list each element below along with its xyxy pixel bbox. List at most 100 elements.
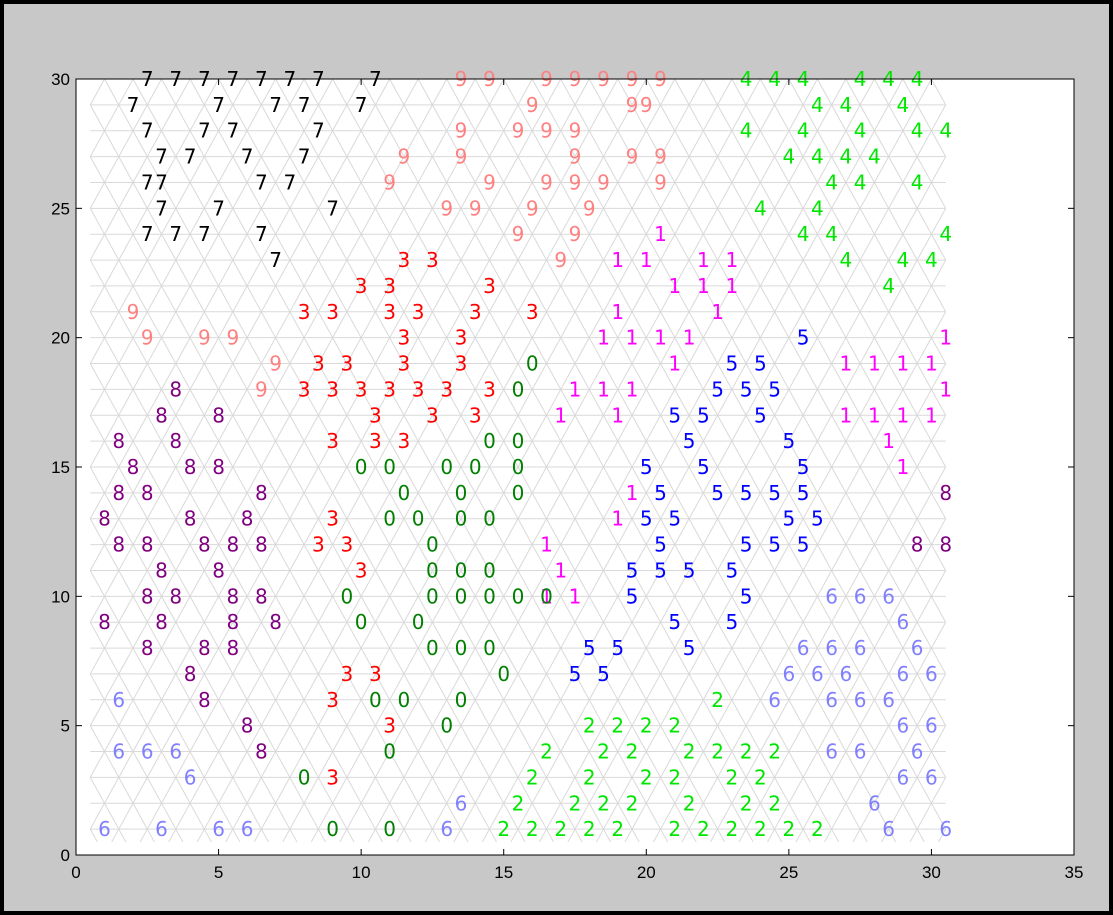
digit-marker-3: 3 bbox=[483, 377, 496, 401]
digit-marker-4: 4 bbox=[840, 145, 853, 169]
digit-marker-5: 5 bbox=[683, 429, 696, 453]
digit-marker-8: 8 bbox=[169, 584, 182, 608]
digit-marker-2: 2 bbox=[782, 817, 795, 841]
digit-marker-1: 1 bbox=[668, 352, 681, 376]
grid-line bbox=[161, 78, 583, 843]
grid-line bbox=[89, 78, 505, 830]
digit-marker-5: 5 bbox=[654, 481, 667, 505]
digit-marker-2: 2 bbox=[640, 714, 653, 738]
digit-marker-7: 7 bbox=[198, 119, 211, 143]
digit-marker-7: 7 bbox=[212, 93, 225, 117]
grid-line bbox=[852, 673, 947, 843]
digit-marker-8: 8 bbox=[226, 533, 239, 557]
grid-line bbox=[310, 78, 733, 843]
digit-marker-0: 0 bbox=[412, 610, 425, 634]
digit-marker-6: 6 bbox=[825, 584, 838, 608]
digit-marker-5: 5 bbox=[626, 584, 639, 608]
grid-line bbox=[367, 78, 790, 843]
digit-marker-8: 8 bbox=[155, 610, 168, 634]
x-tick-label: 5 bbox=[214, 863, 223, 882]
digit-marker-7: 7 bbox=[155, 145, 168, 169]
grid-line bbox=[339, 78, 761, 843]
digit-marker-9: 9 bbox=[626, 93, 639, 117]
digit-marker-7: 7 bbox=[155, 170, 168, 194]
digit-marker-5: 5 bbox=[725, 610, 738, 634]
digit-marker-9: 9 bbox=[554, 248, 567, 272]
grid-line bbox=[759, 78, 947, 416]
digit-marker-2: 2 bbox=[611, 714, 624, 738]
digit-marker-9: 9 bbox=[540, 119, 553, 143]
digit-marker-3: 3 bbox=[412, 377, 425, 401]
digit-marker-6: 6 bbox=[882, 688, 895, 712]
grid-line bbox=[674, 78, 947, 571]
digit-marker-8: 8 bbox=[184, 507, 197, 531]
digit-marker-2: 2 bbox=[526, 765, 539, 789]
digit-marker-7: 7 bbox=[298, 93, 311, 117]
digit-marker-1: 1 bbox=[626, 377, 639, 401]
digit-marker-8: 8 bbox=[269, 610, 282, 634]
digit-marker-1: 1 bbox=[569, 584, 582, 608]
digit-marker-0: 0 bbox=[512, 377, 525, 401]
digit-marker-0: 0 bbox=[540, 584, 553, 608]
digit-marker-6: 6 bbox=[440, 817, 453, 841]
digit-marker-7: 7 bbox=[298, 145, 311, 169]
grid-line bbox=[767, 518, 947, 843]
grid-line bbox=[595, 208, 947, 843]
digit-marker-3: 3 bbox=[341, 533, 354, 557]
grid-line bbox=[424, 78, 847, 843]
digit-marker-5: 5 bbox=[626, 558, 639, 582]
digit-marker-3: 3 bbox=[298, 377, 311, 401]
digit-marker-5: 5 bbox=[797, 481, 810, 505]
digit-marker-2: 2 bbox=[740, 791, 753, 815]
grid-line bbox=[681, 363, 947, 843]
grid-line bbox=[453, 78, 875, 843]
digit-marker-2: 2 bbox=[540, 740, 553, 764]
digit-marker-4: 4 bbox=[868, 145, 881, 169]
digit-marker-3: 3 bbox=[369, 403, 382, 427]
digit-marker-9: 9 bbox=[583, 196, 596, 220]
digit-marker-2: 2 bbox=[668, 765, 681, 789]
digit-marker-3: 3 bbox=[326, 429, 339, 453]
digit-marker-6: 6 bbox=[184, 765, 197, 789]
digit-marker-9: 9 bbox=[440, 196, 453, 220]
digit-marker-2: 2 bbox=[697, 817, 710, 841]
digit-marker-8: 8 bbox=[141, 533, 154, 557]
digit-marker-3: 3 bbox=[326, 300, 339, 324]
digit-marker-5: 5 bbox=[597, 662, 610, 686]
digit-marker-6: 6 bbox=[768, 688, 781, 712]
digit-marker-3: 3 bbox=[312, 352, 325, 376]
x-tick-label: 20 bbox=[637, 863, 656, 882]
grid-line bbox=[89, 725, 155, 843]
digit-marker-2: 2 bbox=[725, 765, 738, 789]
digit-marker-7: 7 bbox=[141, 170, 154, 194]
digit-marker-0: 0 bbox=[455, 558, 468, 582]
digit-marker-8: 8 bbox=[226, 610, 239, 634]
digit-marker-6: 6 bbox=[868, 791, 881, 815]
digit-marker-9: 9 bbox=[640, 93, 653, 117]
digit-marker-4: 4 bbox=[797, 119, 810, 143]
digit-marker-7: 7 bbox=[226, 119, 239, 143]
digit-marker-7: 7 bbox=[198, 222, 211, 246]
y-tick-label: 30 bbox=[51, 70, 70, 89]
digit-marker-9: 9 bbox=[226, 326, 239, 350]
grid-line bbox=[930, 78, 947, 106]
grid-line bbox=[624, 259, 947, 843]
digit-marker-2: 2 bbox=[754, 817, 767, 841]
digit-marker-7: 7 bbox=[269, 93, 282, 117]
digit-marker-6: 6 bbox=[825, 636, 838, 660]
grid-line bbox=[246, 78, 669, 843]
grid-line bbox=[89, 363, 355, 843]
digit-marker-2: 2 bbox=[597, 740, 610, 764]
digit-marker-6: 6 bbox=[112, 740, 125, 764]
digit-marker-1: 1 bbox=[626, 326, 639, 350]
digit-marker-1: 1 bbox=[697, 248, 710, 272]
digit-marker-9: 9 bbox=[569, 170, 582, 194]
digit-marker-1: 1 bbox=[840, 403, 853, 427]
digit-marker-8: 8 bbox=[155, 558, 168, 582]
digit-marker-3: 3 bbox=[398, 326, 411, 350]
digit-marker-8: 8 bbox=[226, 636, 239, 660]
digit-marker-1: 1 bbox=[897, 403, 910, 427]
digit-marker-9: 9 bbox=[597, 170, 610, 194]
digit-marker-8: 8 bbox=[169, 377, 182, 401]
digit-marker-3: 3 bbox=[412, 300, 425, 324]
